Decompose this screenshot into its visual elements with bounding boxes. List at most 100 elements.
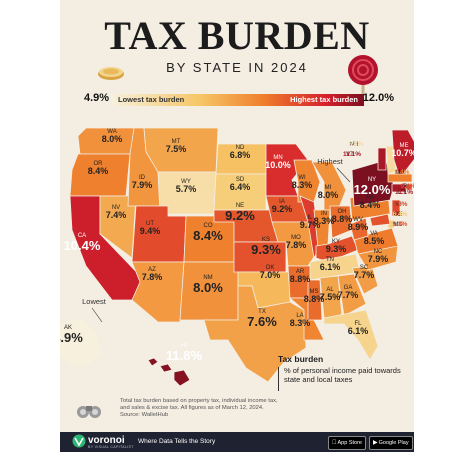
- state-value-tn: 6.1%: [320, 262, 341, 272]
- state-value-nj: 9.5%: [393, 201, 408, 208]
- google-play-button[interactable]: ▶Google Play: [369, 436, 413, 450]
- state-abbr-ca: CA: [78, 233, 86, 239]
- state-value-tx: 7.6%: [247, 314, 277, 329]
- state-abbr-in: IN: [321, 211, 327, 217]
- state-ma: [387, 173, 413, 183]
- state-abbr-la: LA: [296, 313, 303, 319]
- state-abbr-sd: SD: [236, 177, 245, 183]
- key-description: % of personal income paid towards state …: [284, 366, 401, 384]
- state-abbr-oh: OH: [338, 209, 347, 215]
- brand-name: voronoi: [88, 435, 125, 446]
- legend-gradient-bar: [112, 94, 364, 106]
- state-abbr-al: AL: [326, 287, 334, 293]
- footer-bar: voronoi BY VISUAL CAPITALIST Where Data …: [60, 432, 414, 452]
- state-az: [131, 261, 185, 323]
- state-abbr-mi: MI: [325, 185, 332, 191]
- state-shapes: [60, 127, 414, 387]
- app-store-label: App Store: [333, 440, 362, 446]
- state-abbr-ct: CT: [398, 190, 406, 196]
- state-value-id: 7.9%: [132, 180, 153, 190]
- state-abbr-wy: WY: [181, 179, 191, 185]
- state-value-ri: 9.4%: [401, 183, 414, 190]
- state-abbr-az: AZ: [148, 267, 156, 273]
- state-abbr-ok: OK: [266, 265, 275, 271]
- state-value-me: 10.7%: [391, 148, 414, 158]
- state-abbr-or: OR: [94, 161, 104, 167]
- state-ak: [60, 317, 103, 367]
- state-abbr-sc: SC: [360, 265, 369, 271]
- state-value-wi: 8.3%: [292, 180, 313, 190]
- state-value-pa: 8.4%: [360, 200, 381, 210]
- state-abbr-ky: KY: [332, 239, 340, 245]
- source-note: Total tax burden based on property tax, …: [120, 398, 278, 418]
- state-abbr-ma: MA: [396, 170, 405, 176]
- state-abbr-pa: PA: [366, 195, 374, 201]
- state-abbr-me: ME: [400, 143, 409, 149]
- state-value-ks: 9.3%: [251, 242, 281, 257]
- state-abbr-ms: MS: [310, 289, 319, 295]
- state-value-ut: 9.4%: [140, 226, 161, 236]
- map-key: Tax burden % of personal income paid tow…: [278, 354, 404, 391]
- state-value-il: 9.7%: [300, 220, 321, 230]
- state-ga: [337, 273, 367, 317]
- state-abbr-va: VA: [370, 231, 378, 237]
- callout-lowest-label: Lowest: [82, 297, 107, 306]
- state-abbr-ar: AR: [296, 269, 305, 275]
- state-value-ky: 9.3%: [326, 244, 347, 254]
- state-value-ms: 8.8%: [304, 294, 325, 304]
- key-rule: [278, 367, 279, 391]
- state-value-az: 7.8%: [142, 272, 163, 282]
- binoculars-icon: [77, 406, 101, 418]
- state-abbr-ne: NE: [236, 203, 244, 209]
- state-abbr-wi: WI: [298, 175, 306, 181]
- state-value-ma: 8.4%: [395, 169, 410, 176]
- state-tx: [203, 285, 307, 383]
- state-value-nm: 8.0%: [193, 280, 223, 295]
- state-abbr-ut: UT: [146, 221, 154, 227]
- state-value-sd: 6.4%: [230, 182, 251, 192]
- page-subtitle: BY STATE IN 2024: [166, 60, 308, 75]
- state-value-ga: 7.7%: [338, 290, 359, 300]
- state-value-ak: 4.9%: [60, 330, 83, 345]
- state-value-ar: 8.8%: [290, 274, 311, 284]
- state-value-in: 8.3%: [314, 216, 335, 226]
- state-value-fl: 6.1%: [348, 326, 369, 336]
- state-ms: [307, 279, 323, 321]
- state-abbr-tn: TN: [326, 257, 334, 263]
- state-value-la: 8.3%: [290, 318, 311, 328]
- legend-min-value: 4.9%: [84, 92, 110, 104]
- callout-highest-label: Highest: [317, 157, 343, 166]
- state-abbr-co: CO: [204, 223, 213, 229]
- callout-highest: Highest: [317, 157, 351, 183]
- state-value-ia: 9.2%: [272, 204, 293, 214]
- state-abbr-nv: NV: [112, 205, 120, 211]
- state-value-mi: 8.0%: [318, 190, 339, 200]
- state-abbr-ga: GA: [344, 285, 353, 291]
- state-abbr-md: MD: [393, 222, 403, 228]
- state-ct: [391, 183, 407, 193]
- color-legend: 4.9% Lowest tax burden Highest tax burde…: [84, 92, 394, 108]
- state-fl: [323, 309, 379, 361]
- state-value-ny: 12.0%: [354, 182, 391, 197]
- state-abbr-il: IL: [307, 215, 313, 221]
- state-abbr-ks: KS: [262, 237, 270, 243]
- state-abbr-hi: HI: [181, 343, 187, 349]
- state-value-wy: 5.7%: [176, 184, 197, 194]
- state-abbr-fl: FL: [354, 321, 362, 327]
- state-value-de: 6.4%: [393, 211, 408, 218]
- state-abbr-ak: AK: [64, 325, 72, 331]
- apple-icon: : [332, 440, 337, 446]
- state-vt: [377, 147, 387, 171]
- state-value-ct: 11.1%: [395, 189, 413, 196]
- state-value-mn: 10.0%: [265, 160, 291, 170]
- state-abbr-nj: NJ: [394, 202, 401, 208]
- state-value-ne: 9.2%: [225, 208, 255, 223]
- state-value-nv: 7.4%: [106, 210, 127, 220]
- legend-high-label: Highest tax burden: [290, 95, 358, 104]
- app-store-button[interactable]: App Store: [328, 436, 366, 450]
- state-value-nh: 5.8%: [349, 141, 364, 148]
- state-value-co: 8.4%: [193, 228, 223, 243]
- lollipop-icon: [348, 55, 378, 94]
- callout-lowest: Lowest: [82, 297, 107, 323]
- google-play-label: Google Play: [378, 440, 409, 446]
